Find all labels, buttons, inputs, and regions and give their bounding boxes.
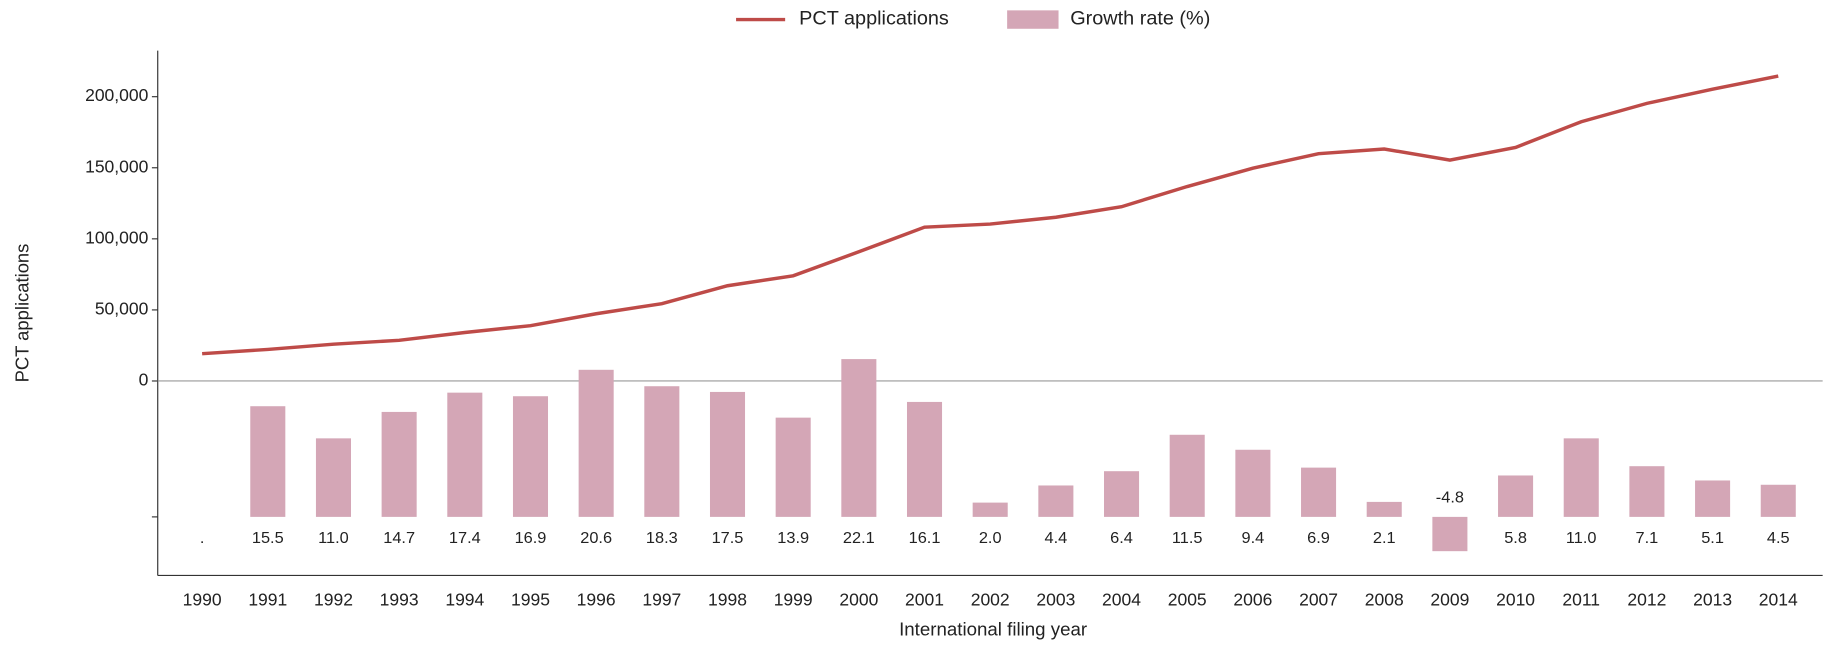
x-tick-label: 2006 [1233,589,1272,609]
bar [841,359,877,517]
x-tick-label: 1991 [248,589,287,609]
x-axis-label: International filing year [899,619,1087,640]
x-tick-label: 2013 [1693,589,1732,609]
x-tick-label: 2004 [1102,589,1141,609]
data-label: 16.1 [909,529,941,547]
x-tick-label: 2012 [1627,589,1666,609]
bar [1366,501,1402,517]
data-label: 9.4 [1242,529,1265,547]
bar [1038,485,1074,517]
data-label: 6.4 [1110,529,1133,547]
x-tick-label: 1994 [445,589,484,609]
bar [1301,467,1337,517]
data-label: 11.0 [1566,529,1597,547]
data-label: 5.1 [1701,529,1724,547]
data-label: 22.1 [843,529,875,547]
y-axis-label: PCT applications [11,244,32,383]
data-label: -4.8 [1436,489,1464,507]
data-label: 20.6 [580,529,612,547]
data-label: 18.3 [646,529,678,547]
bar [1169,434,1205,517]
bar [512,396,549,517]
data-label: 5.8 [1504,529,1527,547]
x-tick-label: 2014 [1759,589,1798,609]
data-label: 14.7 [383,529,415,547]
y-tick-label: 100,000 [85,228,148,248]
x-tick-label: 2009 [1430,589,1469,609]
x-tick-label: 2003 [1036,589,1075,609]
data-label: 11.0 [318,529,349,547]
bar [1432,516,1468,552]
x-tick-label: 1992 [314,589,353,609]
data-label: 17.4 [449,529,481,547]
data-label: . [200,529,205,547]
x-tick-label: 2007 [1299,589,1338,609]
x-tick-label: 2011 [1562,589,1600,609]
line [202,74,1779,356]
bar [1104,471,1140,517]
data-label: 4.4 [1045,529,1068,547]
bar [1498,475,1534,517]
data-label: 15.5 [252,529,284,547]
data-label: 7.1 [1636,529,1659,547]
data-label: 2.1 [1373,529,1396,547]
x-tick-label: 2008 [1365,589,1404,609]
bar [775,417,811,517]
x-tick-label: 1993 [380,589,419,609]
bar [381,411,417,517]
bar [1563,438,1599,517]
x-tick-label: 1998 [708,589,747,609]
bar [644,386,680,517]
data-label: 4.5 [1767,529,1790,547]
x-tick-label: 1999 [774,589,813,609]
x-tick-label: 1995 [511,589,550,609]
bar [1235,449,1271,517]
y-tick-label: 200,000 [85,85,148,105]
y-tick-label: 0 [139,370,149,390]
x-tick-label: 2010 [1496,589,1535,609]
legend-label: PCT applications [799,8,949,30]
x-tick-label: 1990 [183,589,222,609]
bar [709,391,746,517]
x-tick-label: 2001 [905,589,944,609]
x-tick-label: 2002 [971,589,1010,609]
data-label: 13.9 [777,529,809,547]
x-tick-label: 1997 [642,589,681,609]
bar [1760,484,1796,517]
bar [906,401,943,517]
x-tick-label: 2000 [839,589,878,609]
y-tick-label: 150,000 [85,156,148,176]
bar [578,369,614,517]
data-label: 6.9 [1307,529,1330,547]
bar [447,392,483,517]
x-tick-label: 2005 [1168,589,1207,609]
bar [250,406,286,517]
data-label: 2.0 [979,529,1002,547]
bar [1695,480,1731,517]
legend-swatch [1007,10,1059,29]
legend-label: Growth rate (%) [1070,8,1210,30]
bar [315,438,351,517]
bar [972,502,1008,517]
y-tick-label: 50,000 [95,299,149,319]
data-label: 16.9 [515,529,547,547]
data-label: 11.5 [1172,529,1203,547]
x-tick-label: 1996 [577,589,616,609]
bar [1629,466,1665,517]
data-label: 17.5 [712,529,744,547]
